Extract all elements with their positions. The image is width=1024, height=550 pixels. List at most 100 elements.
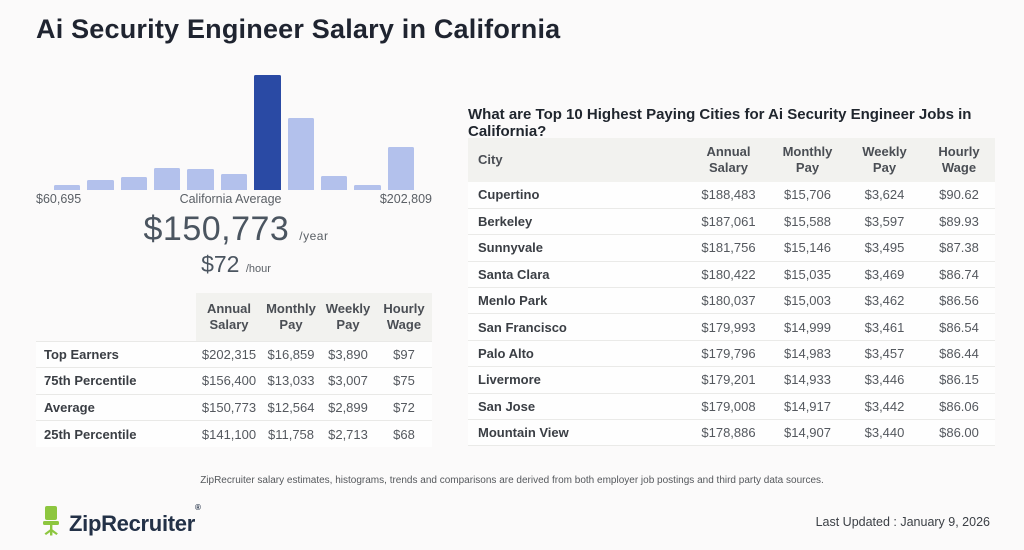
axis-max-label: $202,809 [379, 192, 432, 206]
histogram-bar [320, 176, 348, 190]
average-hourly-value: $72 [201, 251, 240, 277]
cell-hourly: $86.44 [923, 340, 995, 368]
cell-hourly: $86.56 [923, 287, 995, 315]
table-row: Cupertino $188,483 $15,706 $3,624 $90.62 [468, 182, 995, 209]
row-label: 25th Percentile [36, 420, 196, 447]
city-name: Palo Alto [468, 340, 688, 368]
ziprecruiter-logo[interactable]: ZipRecruiter® [38, 502, 201, 541]
brand-wordmark: ZipRecruiter® [69, 502, 201, 536]
average-hourly-unit: /hour [245, 263, 271, 275]
cell-hourly: $89.93 [923, 208, 995, 236]
city-name: Cupertino [468, 182, 688, 209]
histogram-bar [287, 117, 314, 190]
histogram-bar [187, 169, 214, 190]
histogram-bar [220, 173, 248, 190]
cell-hourly: $75 [376, 367, 432, 394]
cell-annual: $180,037 [688, 287, 769, 315]
cell-monthly: $14,933 [769, 366, 846, 394]
cell-annual: $150,773 [196, 393, 262, 421]
average-salary-callout: $150,773 /year $72 /hour [36, 210, 436, 278]
cell-weekly: $2,713 [320, 420, 376, 447]
average-annual-unit: /year [299, 229, 329, 243]
cell-weekly: $2,899 [320, 393, 376, 421]
cell-weekly: $3,461 [846, 313, 923, 341]
cell-monthly: $15,588 [769, 208, 846, 236]
cell-monthly: $14,907 [769, 419, 846, 447]
table-row: Mountain View $178,886 $14,907 $3,440 $8… [468, 419, 995, 447]
cities-section-heading: What are Top 10 Highest Paying Cities fo… [468, 106, 972, 140]
percentile-header-empty [36, 293, 196, 341]
histogram-bar [87, 179, 114, 190]
col-header-annual-salary: Annual Salary [688, 138, 769, 182]
table-row: San Jose $179,008 $14,917 $3,442 $86.06 [468, 393, 995, 421]
table-row: Menlo Park $180,037 $15,003 $3,462 $86.5… [468, 287, 995, 315]
cell-monthly: $14,917 [769, 393, 846, 421]
cell-hourly: $86.15 [923, 366, 995, 394]
cell-hourly: $86.00 [923, 419, 995, 447]
cell-weekly: $3,890 [320, 340, 376, 368]
cell-monthly: $15,035 [769, 261, 846, 289]
col-header-monthly-pay: Monthly Pay [769, 138, 846, 182]
cell-monthly: $11,758 [262, 420, 320, 447]
col-header-hourly-wage: Hourly Wage [923, 138, 995, 182]
cell-hourly: $86.06 [923, 393, 995, 421]
table-row: Livermore $179,201 $14,933 $3,446 $86.15 [468, 366, 995, 394]
page-title: Ai Security Engineer Salary in Californi… [36, 14, 561, 44]
cell-weekly: $3,624 [846, 182, 923, 209]
cell-weekly: $3,495 [846, 234, 923, 262]
table-row: Top Earners $202,315 $16,859 $3,890 $97 [36, 340, 432, 368]
cell-weekly: $3,440 [846, 419, 923, 447]
cell-hourly: $87.38 [923, 234, 995, 262]
cell-weekly: $3,442 [846, 393, 923, 421]
histogram-bar [54, 185, 81, 190]
cell-annual: $179,201 [688, 366, 769, 394]
cell-weekly: $3,446 [846, 366, 923, 394]
average-hourly-wage: $72 /hour [36, 251, 436, 278]
cell-monthly: $16,859 [262, 340, 320, 368]
axis-average-label: California Average [179, 192, 282, 206]
average-annual-salary: $150,773 /year [36, 210, 436, 249]
chair-icon-shape [43, 506, 59, 536]
cell-annual: $141,100 [196, 420, 262, 447]
cell-hourly: $90.62 [923, 182, 995, 209]
table-row: San Francisco $179,993 $14,999 $3,461 $8… [468, 313, 995, 341]
col-header-city: City [468, 138, 688, 182]
cities-header-row: City Annual Salary Monthly Pay Weekly Pa… [468, 138, 995, 182]
cell-monthly: $12,564 [262, 393, 320, 421]
average-annual-value: $150,773 [143, 210, 290, 248]
table-row: 25th Percentile $141,100 $11,758 $2,713 … [36, 420, 432, 447]
cell-monthly: $13,033 [262, 367, 320, 394]
table-row: Average $150,773 $12,564 $2,899 $72 [36, 393, 432, 421]
cell-annual: $179,008 [688, 393, 769, 421]
row-label: 75th Percentile [36, 367, 196, 394]
data-source-disclaimer: ZipRecruiter salary estimates, histogram… [200, 475, 824, 486]
salary-histogram [54, 75, 414, 190]
cell-annual: $187,061 [688, 208, 769, 236]
axis-min-label: $60,695 [36, 192, 82, 206]
histogram-axis-labels: $60,695 California Average $202,809 [36, 192, 432, 206]
cell-hourly: $86.54 [923, 313, 995, 341]
cell-monthly: $15,146 [769, 234, 846, 262]
cell-weekly: $3,007 [320, 367, 376, 394]
cell-hourly: $72 [376, 393, 432, 421]
last-updated-text: Last Updated : January 9, 2026 [815, 515, 990, 529]
cell-hourly: $97 [376, 340, 432, 368]
cell-annual: $179,993 [688, 313, 769, 341]
cell-annual: $202,315 [196, 340, 262, 368]
city-name: Berkeley [468, 208, 688, 236]
histogram-bar-highlighted [254, 75, 281, 190]
cell-annual: $178,886 [688, 419, 769, 447]
city-name: San Francisco [468, 313, 688, 341]
cell-annual: $156,400 [196, 367, 262, 394]
histogram-bar [120, 177, 148, 190]
city-name: San Jose [468, 393, 688, 421]
col-header-annual-salary: Annual Salary [196, 293, 262, 341]
registered-mark: ® [194, 502, 201, 512]
cell-annual: $181,756 [688, 234, 769, 262]
cell-monthly: $14,983 [769, 340, 846, 368]
col-header-weekly-pay: Weekly Pay [846, 138, 923, 182]
chair-icon [38, 506, 64, 541]
percentile-header-row: Annual Salary Monthly Pay Weekly Pay Hou… [36, 293, 432, 341]
table-row: Sunnyvale $181,756 $15,146 $3,495 $87.38 [468, 234, 995, 262]
